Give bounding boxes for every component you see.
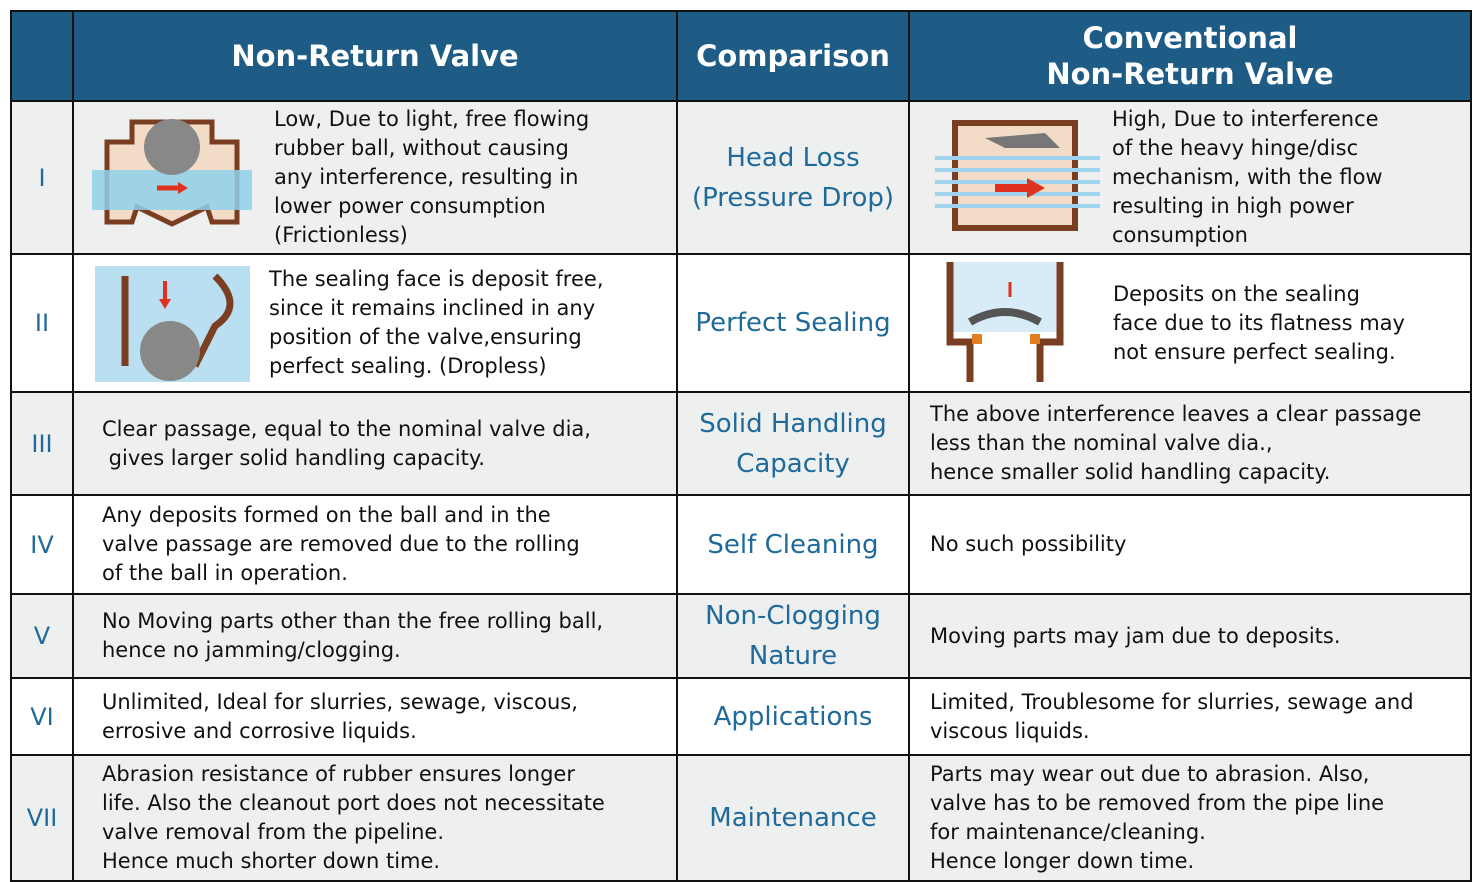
left-text: perfect sealing. (Dropless): [269, 354, 547, 378]
left-text: No Moving parts other than the free roll…: [102, 609, 604, 633]
left-cell: Clear passage, equal to the nominal valv…: [72, 391, 678, 496]
right-text: The above interference leaves a clear pa…: [930, 402, 1422, 426]
row-numeral: III: [10, 391, 74, 496]
right-text: Limited, Troublesome for slurries, sewag…: [930, 689, 1414, 714]
comparison-cell: Solid Handling Capacity: [676, 391, 910, 496]
right-text: High, Due to interference: [1112, 107, 1379, 131]
left-text: hence no jamming/clogging.: [102, 638, 401, 662]
comparison-text: Non-Clogging: [705, 601, 881, 631]
left-text: of the ball in operation.: [102, 561, 348, 585]
left-text: lower power consumption: [274, 194, 546, 218]
right-text: No such possibility: [930, 532, 1127, 556]
right-text: Hence longer down time.: [930, 849, 1195, 873]
header-text: Comparison: [696, 39, 890, 73]
sealing-ball-icon: [95, 266, 250, 382]
numeral-text: III: [31, 429, 53, 458]
row-numeral: V: [10, 593, 74, 679]
right-text: not ensure perfect sealing.: [1113, 339, 1396, 364]
left-text: The sealing face is deposit free,: [269, 267, 604, 291]
comparison-text: Self Cleaning: [707, 529, 879, 560]
right-text: Parts may wear out due to abrasion. Also…: [930, 762, 1370, 786]
right-text: for maintenance/cleaning.: [930, 820, 1206, 844]
comparison-text: Capacity: [736, 448, 850, 479]
left-text: valve passage are removed due to the rol…: [102, 532, 580, 556]
comparison-text: Perfect Sealing: [695, 308, 891, 338]
left-cell: Abrasion resistance of rubber ensures lo…: [72, 754, 678, 882]
numeral-text: IV: [30, 530, 54, 559]
comparison-text: (Pressure Drop): [691, 182, 895, 213]
comparison-cell: Applications: [676, 677, 910, 756]
left-text: errosive and corrosive liquids.: [102, 718, 417, 743]
header-cell: [10, 10, 74, 102]
numeral-text: VII: [26, 804, 58, 832]
ball-valve-icon: [92, 119, 252, 227]
right-text: less than the nominal valve dia.,: [930, 431, 1273, 455]
left-text: Unlimited, Ideal for slurries, sewage, v…: [102, 689, 578, 714]
row-numeral: VI: [10, 677, 74, 756]
right-text: of the heavy hinge/disc: [1112, 136, 1359, 160]
left-cell: The sealing face is deposit free, since i…: [72, 253, 678, 393]
numeral-text: I: [38, 163, 46, 192]
right-text: mechanism, with the flow: [1112, 165, 1383, 189]
header-cell: Non-Return Valve: [72, 10, 678, 102]
comparison-text: Solid Handling: [699, 408, 887, 439]
left-cell: No Moving parts other than the free roll…: [72, 593, 678, 679]
header-cell: Comparison: [676, 10, 910, 102]
comparison-cell: Self Cleaning: [676, 494, 910, 595]
comparison-cell: Head Loss (Pressure Drop): [676, 100, 910, 255]
row-numeral: VII: [10, 754, 74, 882]
swing-valve-icon: [935, 120, 1100, 231]
right-cell: Deposits on the sealing face due to its f…: [908, 253, 1472, 393]
header-cell: Conventional Non-Return Valve: [908, 10, 1472, 102]
flat-disc-icon: [946, 262, 1064, 382]
comparison-cell: Perfect Sealing: [676, 253, 910, 393]
left-cell: Any deposits formed on the ball and in t…: [72, 494, 678, 595]
numeral-text: V: [33, 622, 51, 650]
left-text: rubber ball, without causing: [274, 136, 569, 160]
right-text: viscous liquids.: [930, 718, 1090, 743]
comparison-text: Head Loss: [726, 142, 860, 173]
header-text: Non-Return Valve: [1046, 57, 1334, 91]
numeral-text: VI: [30, 702, 54, 731]
left-text: Hence much shorter down time.: [102, 849, 441, 873]
right-text: resulting in high power: [1112, 194, 1354, 218]
right-text: Moving parts may jam due to deposits.: [930, 623, 1341, 648]
comparison-cell: Maintenance: [676, 754, 910, 882]
left-text: Low, Due to light, free flowing: [274, 107, 590, 131]
right-cell: No such possibility: [908, 494, 1472, 595]
left-cell: Unlimited, Ideal for slurries, sewage, v…: [72, 677, 678, 756]
right-cell: The above interference leaves a clear pa…: [908, 391, 1472, 496]
header-text: Conventional: [1082, 21, 1298, 55]
comparison-cell: Non-Clogging Nature: [676, 593, 910, 679]
comparison-text: Applications: [713, 701, 873, 732]
right-text: consumption: [1112, 223, 1248, 247]
left-text: life. Also the cleanout port does not ne…: [102, 791, 605, 815]
right-cell: Moving parts may jam due to deposits.: [908, 593, 1472, 679]
left-text: position of the valve,ensuring: [269, 325, 582, 349]
right-text: hence smaller solid handling capacity.: [930, 460, 1331, 484]
right-text: Deposits on the sealing: [1113, 281, 1360, 306]
right-text: valve has to be removed from the pipe li…: [930, 791, 1385, 815]
left-text: gives larger solid handling capacity.: [102, 445, 485, 470]
right-cell: Limited, Troublesome for slurries, sewag…: [908, 677, 1472, 756]
row-numeral: I: [10, 100, 74, 255]
row-numeral: IV: [10, 494, 74, 595]
numeral-text: II: [34, 309, 50, 337]
left-text: Any deposits formed on the ball and in t…: [102, 503, 551, 527]
left-text: Clear passage, equal to the nominal valv…: [102, 416, 591, 441]
left-text: any interference, resulting in: [274, 165, 579, 189]
comparison-text: Maintenance: [709, 803, 877, 833]
left-text: valve removal from the pipeline.: [102, 820, 445, 844]
left-text: Abrasion resistance of rubber ensures lo…: [102, 762, 575, 786]
right-text: face due to its flatness may: [1113, 310, 1405, 335]
left-text: since it remains inclined in any: [269, 296, 596, 320]
left-text: (Frictionless): [274, 223, 408, 247]
row-numeral: II: [10, 253, 74, 393]
right-cell: Parts may wear out due to abrasion. Also…: [908, 754, 1472, 882]
comparison-text: Nature: [748, 641, 838, 671]
header-text: Non-Return Valve: [231, 39, 519, 73]
